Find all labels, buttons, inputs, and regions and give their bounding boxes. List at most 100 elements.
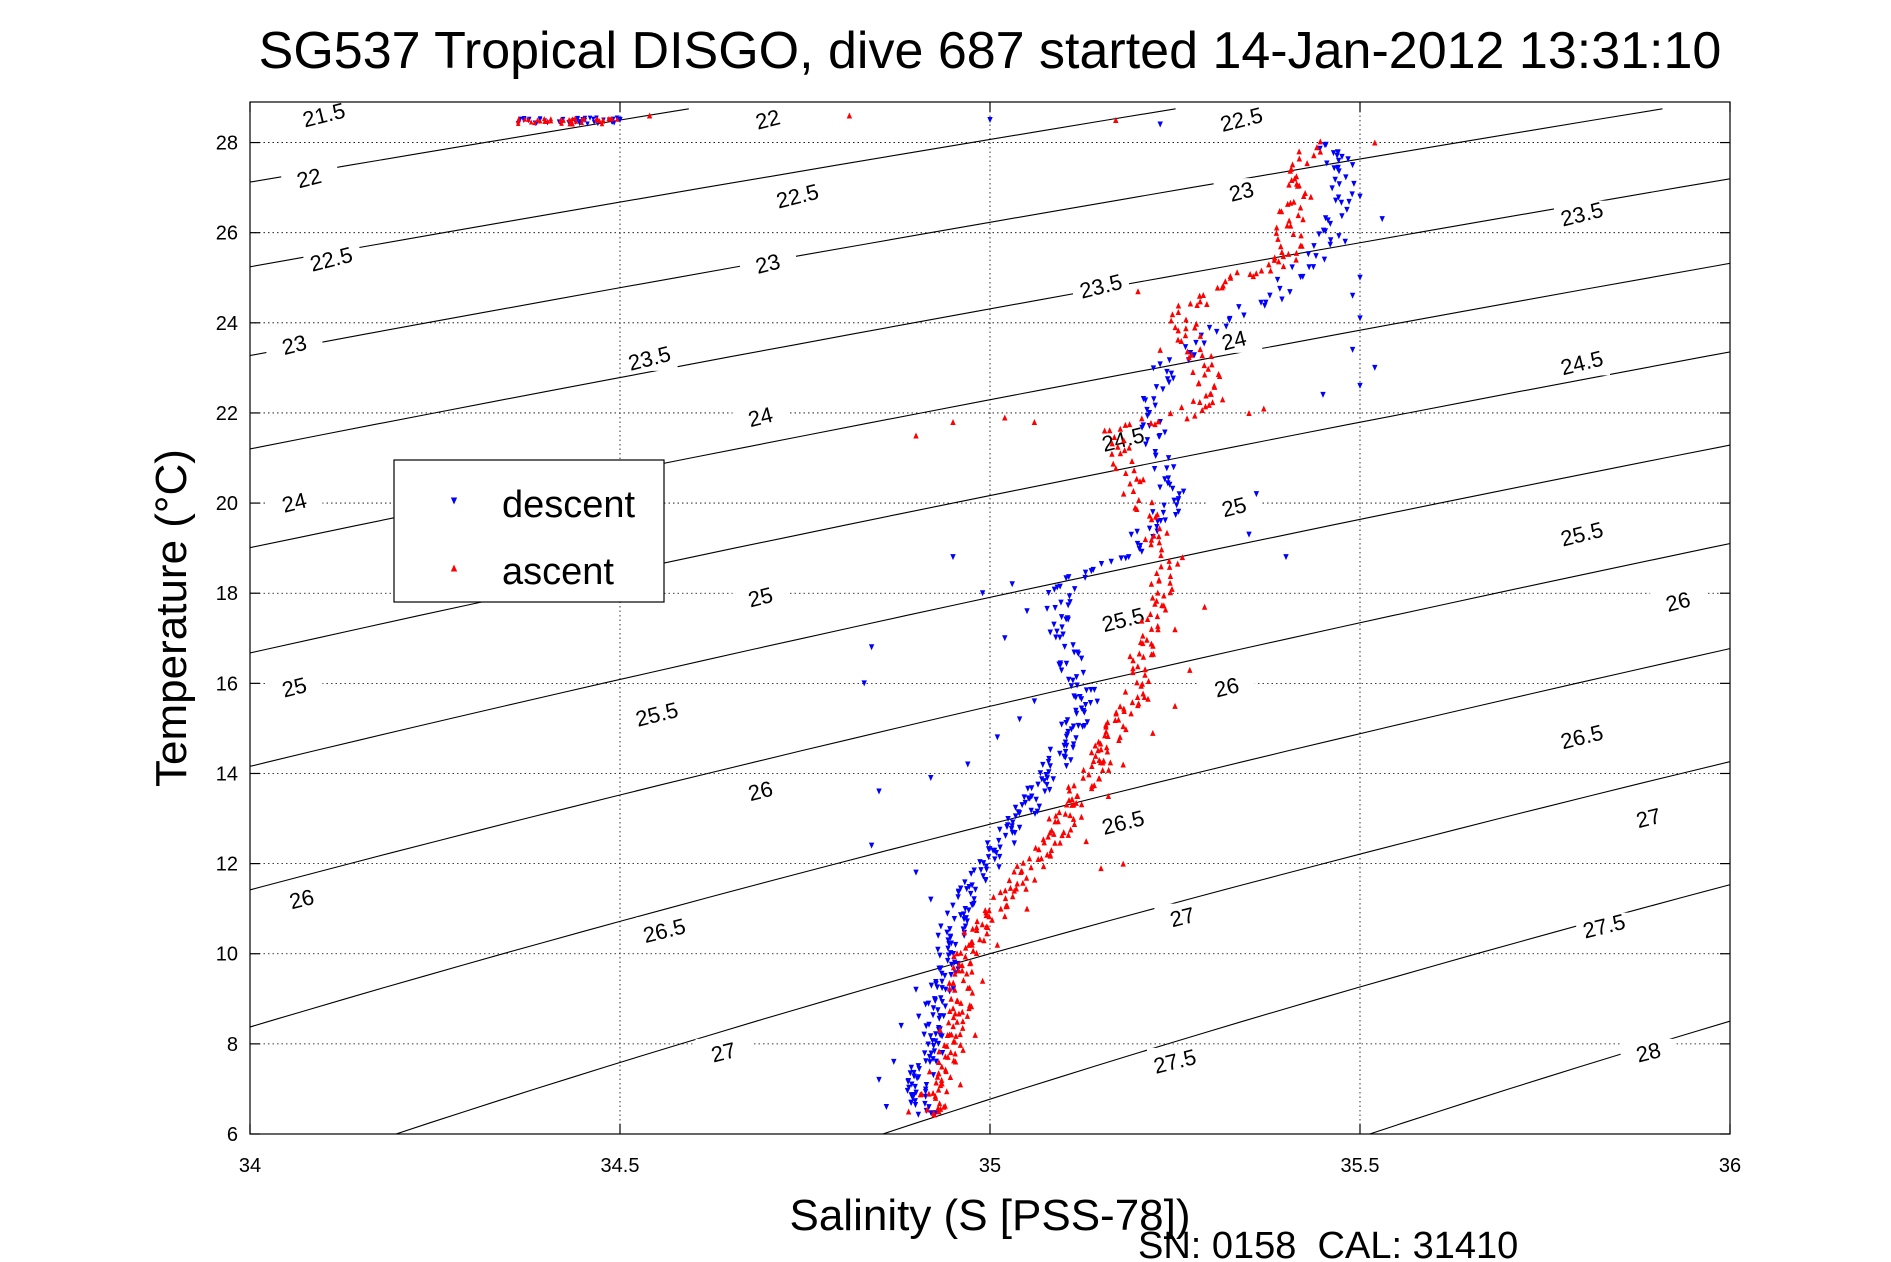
point-ascent — [609, 116, 615, 122]
point-descent — [1058, 721, 1065, 728]
point-ascent — [1178, 404, 1185, 411]
point-ascent — [1002, 895, 1009, 902]
point-ascent — [1117, 450, 1124, 457]
point-descent — [1310, 264, 1317, 271]
point-ascent — [1161, 592, 1167, 599]
point-descent — [912, 1102, 919, 1109]
point-ascent — [1166, 563, 1173, 570]
point-ascent — [1201, 371, 1208, 378]
point-ascent — [970, 947, 976, 954]
contour-label-bg — [1198, 673, 1255, 700]
point-descent — [1329, 185, 1335, 192]
point-ascent — [989, 916, 995, 923]
point-ascent — [1278, 243, 1284, 250]
point-ascent — [1013, 885, 1019, 892]
point-ascent — [1184, 415, 1190, 422]
point-descent — [1160, 386, 1166, 393]
point-ascent — [1096, 757, 1102, 764]
point-descent — [948, 971, 954, 978]
contour-label-bg — [1620, 1038, 1677, 1065]
point-ascent — [1149, 499, 1155, 506]
point-descent — [1327, 220, 1333, 227]
point-descent — [997, 844, 1003, 851]
point-ascent — [548, 116, 554, 122]
point-ascent — [1096, 775, 1103, 782]
point-ascent — [1153, 597, 1160, 604]
point-ascent — [998, 905, 1004, 912]
point-ascent — [1293, 173, 1300, 180]
point-ascent — [1142, 671, 1148, 678]
point-ascent — [1140, 653, 1147, 660]
point-descent — [1144, 406, 1150, 413]
point-descent — [939, 1049, 946, 1056]
point-ascent — [1063, 801, 1070, 808]
point-ascent — [1074, 792, 1081, 799]
x-axis-ticks: 34 34.5 35 35.5 36 — [239, 102, 1741, 1177]
point-descent — [1162, 476, 1168, 483]
point-ascent — [977, 936, 983, 943]
point-ascent — [1123, 469, 1129, 476]
point-descent — [1083, 687, 1090, 694]
point-descent — [911, 1073, 917, 1080]
point-descent — [928, 774, 934, 781]
contour-label: 23 — [1227, 177, 1257, 207]
point-ascent — [1069, 801, 1075, 808]
point-ascent — [946, 1031, 953, 1038]
x-tick-label: 36 — [1719, 1155, 1741, 1177]
point-descent — [1128, 531, 1134, 538]
point-descent — [1357, 382, 1363, 389]
point-descent — [1187, 350, 1194, 357]
point-ascent — [1175, 327, 1181, 334]
point-ascent — [958, 999, 964, 1006]
point-descent — [985, 854, 992, 861]
point-descent — [1157, 484, 1163, 491]
point-ascent — [964, 1012, 971, 1019]
point-descent — [1336, 233, 1342, 240]
point-ascent — [1172, 702, 1178, 709]
point-ascent — [1080, 774, 1086, 781]
point-ascent — [1088, 749, 1095, 756]
point-ascent — [986, 907, 992, 914]
point-ascent — [1167, 589, 1174, 596]
point-ascent — [1279, 248, 1285, 255]
point-descent — [1324, 160, 1330, 167]
point-descent — [979, 590, 986, 597]
point-descent — [1057, 583, 1063, 590]
point-ascent — [1048, 846, 1055, 853]
point-ascent — [1070, 815, 1077, 822]
point-ascent — [1003, 902, 1009, 909]
point-ascent — [1227, 273, 1234, 280]
point-descent — [1078, 655, 1085, 662]
point-descent — [1118, 555, 1124, 562]
point-ascent — [1006, 877, 1013, 884]
point-ascent — [1109, 450, 1115, 457]
point-ascent — [1053, 812, 1059, 819]
point-ascent — [1115, 716, 1122, 723]
contour-label: 26 — [746, 776, 776, 806]
point-ascent — [1308, 193, 1314, 200]
y-tick-label: 18 — [216, 583, 238, 605]
point-descent — [1335, 194, 1342, 201]
point-ascent — [1090, 758, 1097, 765]
point-ascent — [1099, 766, 1106, 773]
point-ascent — [1289, 161, 1296, 168]
point-descent — [971, 900, 977, 907]
point-ascent — [1136, 650, 1143, 657]
point-descent — [1051, 621, 1057, 628]
point-descent — [1323, 141, 1329, 148]
point-descent — [930, 1005, 937, 1012]
point-descent — [1168, 370, 1175, 377]
point-descent — [1336, 181, 1342, 188]
point-ascent — [1150, 729, 1156, 736]
point-descent — [1167, 481, 1173, 488]
point-descent — [1057, 660, 1064, 667]
point-ascent — [1104, 719, 1111, 726]
contour-label: 23 — [279, 330, 309, 360]
point-ascent — [1297, 242, 1304, 249]
point-descent — [1043, 771, 1049, 778]
contour-label-bg — [296, 101, 352, 128]
point-ascent — [1028, 864, 1034, 871]
point-ascent — [1156, 533, 1162, 540]
point-ascent — [1023, 885, 1029, 892]
point-ascent — [1188, 351, 1195, 358]
